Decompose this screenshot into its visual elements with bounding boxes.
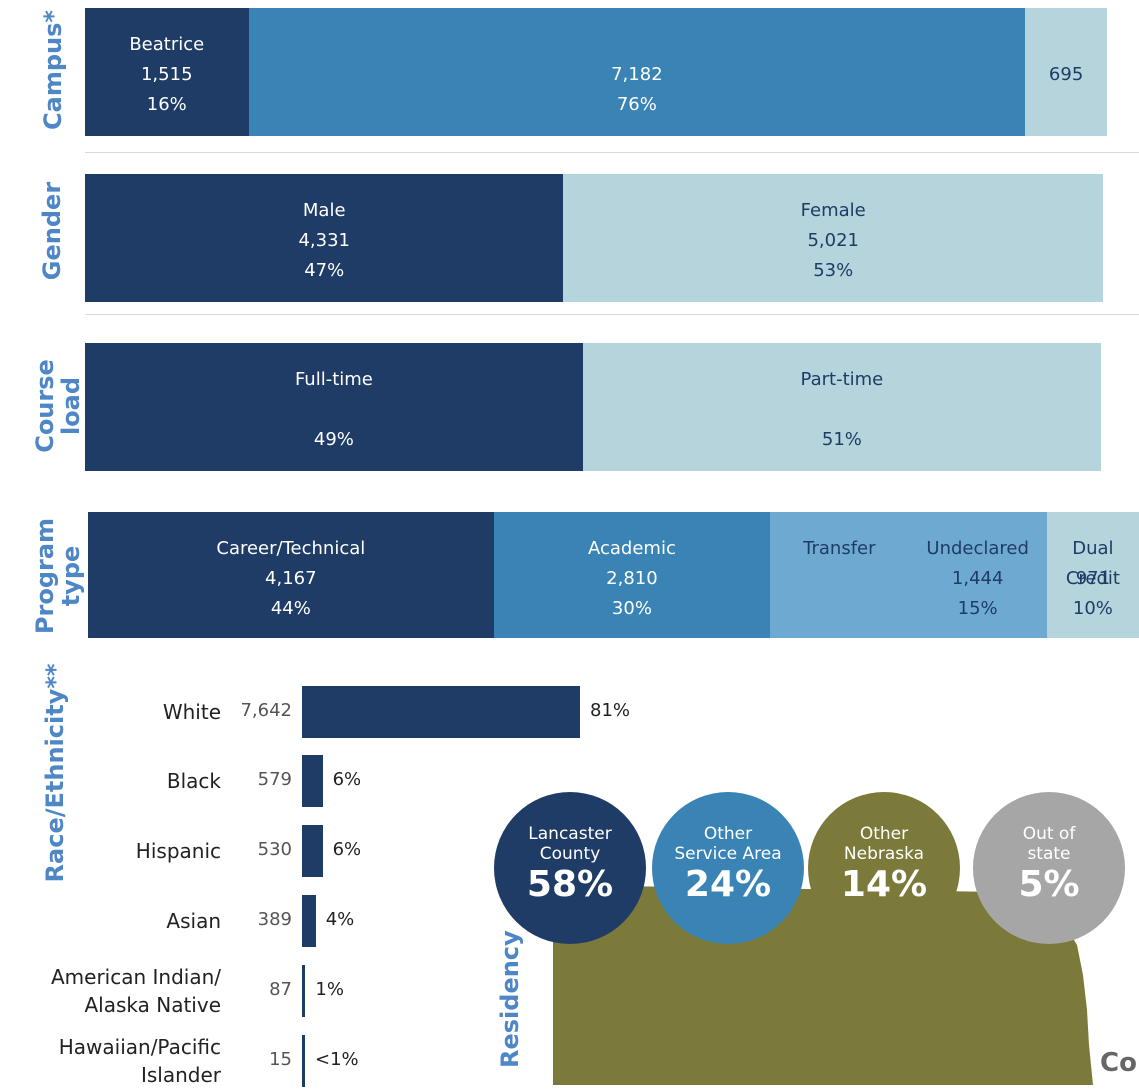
- race-count: 389: [257, 909, 292, 930]
- residency-pct: 5%: [1018, 864, 1080, 905]
- course-load-bar: Full-time 49% Part-time 51%: [85, 343, 1101, 471]
- nebraska-map-shape: [553, 885, 1093, 1085]
- race-bar: [302, 895, 316, 947]
- divider: [85, 152, 1139, 153]
- residency-category: Other Service Area: [674, 824, 782, 864]
- program-type-bar: Career/Technical 4,167 44% Academic 2,810 30%…: [88, 512, 1139, 638]
- segment-name: Dual Credit: [1065, 538, 1120, 589]
- segment-pct: 47%: [304, 260, 345, 281]
- segment-name: Full-time: [294, 369, 373, 390]
- segment-name: Part-time: [800, 369, 884, 390]
- segment-count: 695: [1048, 64, 1084, 85]
- bar-segment: Dual Credit 971 10%: [1046, 512, 1139, 638]
- residency-bubble: Other Nebraska 14%: [808, 792, 960, 944]
- race-pct-label: 6%: [332, 839, 362, 860]
- race-count: 579: [257, 769, 292, 790]
- bar-segment: 695: [1025, 8, 1107, 136]
- segment-pct: 44%: [270, 598, 311, 619]
- race-section-label: Race/Ethnicity**: [41, 663, 69, 883]
- segment-name: Female: [800, 200, 866, 221]
- bar-segment: Transfer: [770, 512, 909, 638]
- race-bar: [302, 825, 323, 877]
- campus-bar: Beatrice 1,515 16% 7,182 76% 695: [85, 8, 1107, 136]
- segment-pct: 30%: [611, 598, 652, 619]
- segment-pct: 49%: [313, 429, 354, 450]
- segment-count: 4,331: [298, 230, 350, 251]
- race-pct-label: 81%: [590, 700, 631, 721]
- race-bar: [302, 686, 580, 738]
- course-load-section-label: Course load: [31, 359, 85, 453]
- race-category-label: Hawaiian/Pacific Islander: [58, 1035, 221, 1087]
- race-count: 87: [269, 979, 292, 1000]
- residency-pct: 14%: [840, 864, 928, 905]
- bar-segment: Full-time 49%: [85, 343, 583, 471]
- residency-category: Lancaster County: [528, 824, 612, 864]
- gender-section-label: Gender: [38, 181, 66, 281]
- race-bar: [302, 965, 306, 1017]
- bar-segment: Career/Technical 4,167 44%: [88, 512, 494, 638]
- race-bar: [302, 755, 323, 807]
- segment-name: Transfer: [803, 538, 876, 559]
- residency-category: Out of state: [1022, 824, 1076, 864]
- divider: [85, 314, 1139, 315]
- residency-pct: 58%: [526, 864, 614, 905]
- segment-pct: 16%: [146, 94, 187, 115]
- residency-category: Other Nebraska: [843, 824, 925, 864]
- segment-name: Undeclared: [926, 538, 1029, 559]
- race-category-label: White: [162, 700, 221, 724]
- residency-section-label: Residency: [496, 930, 524, 1068]
- segment-count: 1,515: [140, 64, 193, 85]
- residency-bubble: Lancaster County 58%: [494, 792, 646, 944]
- segment-name: Career/Technical: [216, 538, 366, 559]
- race-pct-label: 1%: [315, 979, 344, 1000]
- race-count: 15: [269, 1049, 292, 1070]
- program-type-section-label: Program type: [31, 517, 85, 635]
- race-category-label: Asian: [166, 909, 221, 933]
- footer-fragment: Co: [1100, 1048, 1137, 1078]
- race-bar: [302, 1035, 305, 1087]
- segment-count: 4,167: [265, 568, 317, 589]
- race-count: 7,642: [240, 700, 292, 721]
- segment-pct: 76%: [616, 94, 657, 115]
- bar-segment: Undeclared 1,444 15%: [908, 512, 1047, 638]
- segment-pct: 10%: [1072, 598, 1113, 619]
- segment-name: Male: [302, 200, 346, 221]
- race-category-label: Black: [166, 769, 221, 793]
- segment-name: Beatrice: [129, 34, 205, 55]
- gender-bar: Male 4,331 47% Female 5,021 53%: [85, 174, 1103, 302]
- residency-bubble: Out of state 5%: [973, 792, 1125, 944]
- race-category-label: Hispanic: [135, 839, 221, 863]
- segment-count: 5,021: [807, 230, 859, 251]
- segment-count: 2,810: [606, 568, 658, 589]
- race-count: 530: [257, 839, 292, 860]
- segment-count: 1,444: [951, 568, 1004, 589]
- segment-count: 7,182: [611, 64, 663, 85]
- race-category-label: American Indian/ Alaska Native: [50, 965, 221, 1017]
- race-pct-label: <1%: [315, 1049, 359, 1070]
- segment-pct: 53%: [813, 260, 854, 281]
- bar-segment: 7,182 76%: [248, 8, 1026, 136]
- bar-segment: Part-time 51%: [582, 343, 1101, 471]
- segment-pct: 15%: [957, 598, 998, 619]
- residency-bubble: Other Service Area 24%: [652, 792, 804, 944]
- campus-section-label: Campus*: [39, 10, 67, 130]
- bar-segment: Male 4,331 47%: [85, 174, 564, 302]
- segment-count: 971: [1075, 568, 1111, 589]
- bar-segment: Female 5,021 53%: [563, 174, 1103, 302]
- segment-name: Academic: [588, 538, 676, 559]
- segment-pct: 51%: [821, 429, 862, 450]
- race-pct-label: 6%: [332, 769, 362, 790]
- residency-pct: 24%: [684, 864, 772, 905]
- bar-segment: Academic 2,810 30%: [493, 512, 771, 638]
- bar-segment: Beatrice 1,515 16%: [85, 8, 249, 136]
- race-pct-label: 4%: [325, 909, 355, 930]
